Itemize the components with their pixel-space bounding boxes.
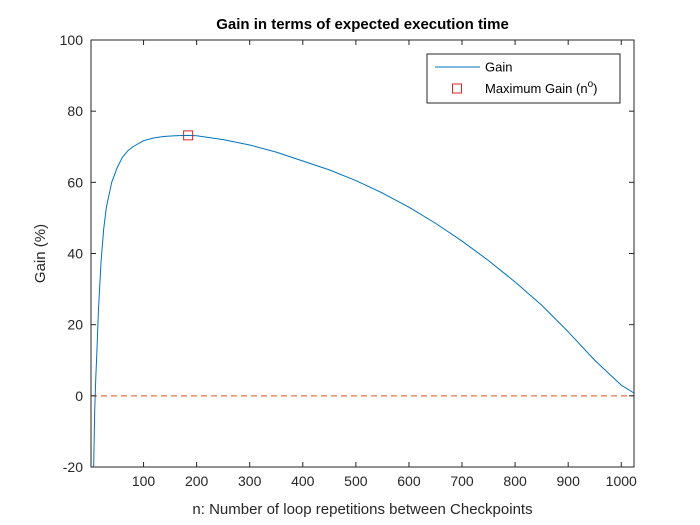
- x-tick-label: 900: [557, 473, 581, 489]
- y-axis-label: Gain (%): [32, 224, 49, 283]
- y-tick-label: 0: [75, 388, 83, 404]
- x-tick-label: 400: [291, 473, 315, 489]
- plot-box: [90, 39, 635, 468]
- series-layer: [91, 130, 635, 468]
- legend-marker-swatch: [452, 83, 462, 94]
- legend-label-gain: Gain: [485, 60, 512, 75]
- ticks-layer: 100 200 300 400 500 600 700 800 900 1000 -20 0 20 40 6…: [60, 32, 637, 489]
- x-tick-label: 100: [132, 473, 156, 489]
- legend-box: [426, 53, 621, 104]
- x-axis-label: n: Number of loop repetitions between Ch…: [192, 501, 532, 518]
- y-tick-label: 60: [67, 174, 83, 190]
- x-tick-label: 1000: [606, 473, 637, 489]
- legend: Gain Maximum Gain (no): [426, 53, 621, 104]
- chart-title: Gain in terms of expected execution time: [216, 16, 509, 33]
- x-tick-label: 300: [238, 473, 262, 489]
- plot-area: [91, 40, 634, 467]
- x-tick-label: 200: [185, 473, 209, 489]
- x-tick-label: 700: [450, 473, 474, 489]
- legend-label-max-gain-main: Maximum Gain (n: [485, 81, 588, 96]
- legend-label-max-gain-suffix: ): [593, 81, 597, 96]
- y-tick-label: 100: [60, 32, 84, 48]
- legend-label-max-gain: Maximum Gain (no): [485, 79, 597, 96]
- y-tick-label: -20: [63, 459, 83, 475]
- x-tick-label: 500: [344, 473, 368, 489]
- y-tick-label: 20: [67, 317, 83, 333]
- y-tick-label: 80: [67, 103, 83, 119]
- x-tick-label: 600: [397, 473, 421, 489]
- legend-label-max-gain-sup: o: [588, 79, 594, 90]
- y-tick-label: 40: [67, 246, 83, 262]
- x-tick-label: 800: [503, 473, 527, 489]
- max-gain-marker: [183, 130, 194, 141]
